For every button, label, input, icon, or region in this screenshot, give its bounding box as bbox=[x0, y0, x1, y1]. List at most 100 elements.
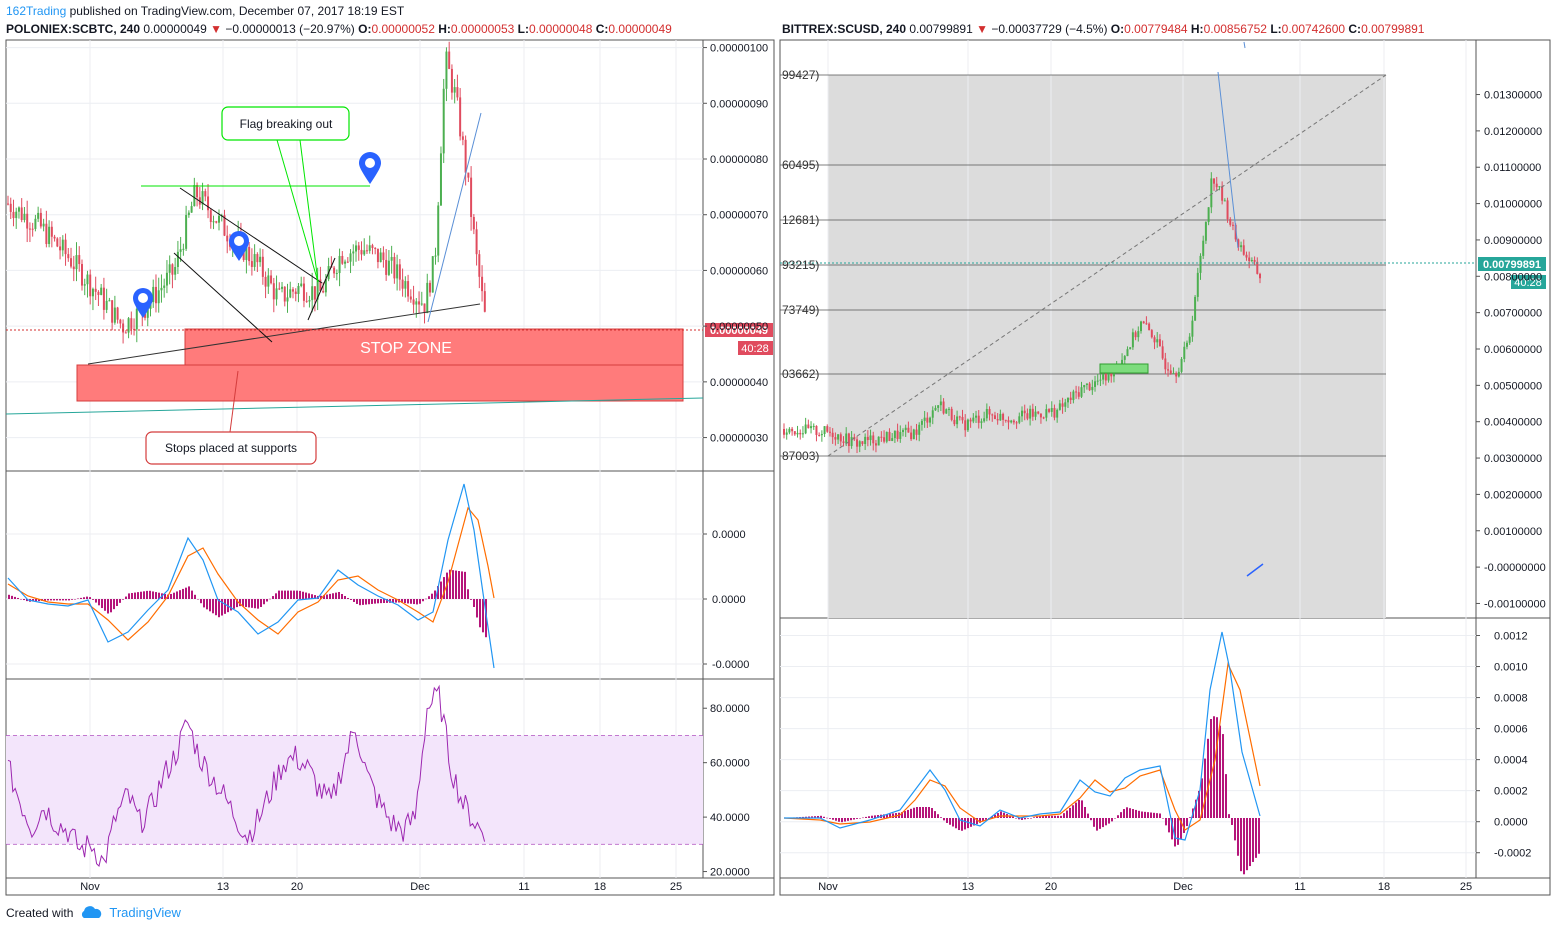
macd-histogram-bar bbox=[1090, 818, 1092, 821]
macd-histogram-bar bbox=[1132, 809, 1134, 818]
flag-callout-text: Flag breaking out bbox=[240, 117, 333, 131]
support-trendline[interactable] bbox=[87, 303, 481, 365]
candle bbox=[1015, 422, 1018, 424]
macd-histogram-bar bbox=[1012, 816, 1014, 818]
candle bbox=[1259, 273, 1261, 279]
long-trendline[interactable] bbox=[5, 397, 704, 415]
macd-histogram-bar bbox=[1087, 813, 1089, 818]
candle bbox=[456, 87, 459, 98]
tradingview-cloud-icon bbox=[82, 905, 102, 918]
left-high: 0.00000053 bbox=[450, 22, 515, 36]
candle bbox=[437, 205, 440, 256]
entry-box[interactable] bbox=[1099, 363, 1149, 374]
macd-histogram-bar bbox=[419, 599, 421, 604]
macd-histogram-bar bbox=[943, 818, 945, 821]
stop-zone-box[interactable] bbox=[184, 328, 684, 368]
candle bbox=[804, 424, 807, 434]
macd-histogram-bar bbox=[254, 599, 256, 609]
macd-histogram-bar bbox=[182, 588, 184, 599]
macd-histogram-bar bbox=[1252, 818, 1254, 862]
candle bbox=[70, 258, 73, 267]
macd-histogram-bar bbox=[1066, 810, 1068, 818]
candle bbox=[15, 211, 18, 219]
macd-histogram-bar bbox=[428, 596, 430, 599]
candle bbox=[171, 264, 174, 275]
stops-callout[interactable] bbox=[145, 431, 317, 465]
price-tick-label: 0.00000100 bbox=[710, 43, 768, 55]
candle bbox=[1104, 372, 1107, 381]
macd-histogram-bar bbox=[92, 599, 94, 600]
flag-upper-line[interactable] bbox=[179, 187, 323, 284]
flag-lower-line[interactable] bbox=[173, 252, 273, 343]
price-tick-label: 0.00100000 bbox=[1484, 526, 1542, 538]
candle bbox=[439, 153, 442, 206]
macd-histogram-bar bbox=[904, 811, 906, 818]
stop-support-box[interactable] bbox=[76, 364, 684, 402]
drawing-line[interactable] bbox=[1243, 41, 1246, 49]
macd-histogram-bar bbox=[341, 593, 343, 599]
candle bbox=[204, 191, 207, 197]
flag-breakout-line[interactable] bbox=[307, 257, 336, 321]
candle bbox=[1194, 296, 1197, 321]
candle bbox=[39, 212, 42, 227]
macd-histogram-bar bbox=[278, 590, 280, 599]
spike-trendline[interactable] bbox=[1217, 71, 1239, 249]
candle bbox=[445, 51, 448, 89]
candle bbox=[1188, 336, 1191, 343]
fib-retracement-area[interactable] bbox=[828, 75, 1386, 618]
candle bbox=[1034, 411, 1037, 417]
macd-histogram-bar bbox=[410, 599, 412, 604]
macd-histogram-bar bbox=[1057, 815, 1059, 818]
rsi-band bbox=[6, 735, 703, 845]
location-pin-icon[interactable] bbox=[133, 288, 153, 318]
candle bbox=[316, 279, 319, 300]
spike-trendline[interactable] bbox=[427, 112, 482, 323]
macd-histogram-bar bbox=[89, 597, 91, 599]
macd-histogram-bar bbox=[865, 816, 867, 818]
macd-histogram-bar bbox=[104, 599, 106, 611]
rsi-tick-label: 20.0000 bbox=[710, 867, 750, 879]
rsi-tick-label: 80.0000 bbox=[710, 703, 750, 715]
price-tick-label: 0.00000030 bbox=[710, 433, 768, 445]
flag-callout[interactable] bbox=[221, 106, 350, 141]
candle bbox=[423, 303, 426, 314]
macd-histogram-bar bbox=[1042, 815, 1044, 818]
macd-histogram-bar bbox=[392, 599, 394, 603]
macd-histogram-bar bbox=[1015, 818, 1017, 819]
macd-histogram-bar bbox=[86, 596, 88, 599]
candle bbox=[26, 213, 29, 229]
macd-histogram-bar bbox=[311, 594, 313, 599]
time-tick-label: 20 bbox=[291, 881, 303, 893]
left-symbol-name[interactable]: POLONIEX:SCBTC, 240 bbox=[6, 22, 141, 36]
fib-diagonal[interactable] bbox=[827, 74, 1387, 457]
candle bbox=[193, 185, 196, 207]
macd-histogram-bar bbox=[368, 599, 370, 605]
drawing-line[interactable] bbox=[1246, 563, 1264, 577]
location-pin-icon[interactable] bbox=[229, 231, 249, 261]
macd-histogram-bar bbox=[113, 599, 115, 610]
candle bbox=[409, 296, 412, 300]
candle bbox=[1172, 373, 1175, 375]
location-pin-icon[interactable] bbox=[359, 152, 381, 184]
publisher-link[interactable]: 162Trading bbox=[6, 4, 67, 18]
macd-histogram-bar bbox=[320, 595, 322, 599]
price-tick-label: 0.00400000 bbox=[1484, 417, 1542, 429]
candle bbox=[360, 249, 363, 255]
candle bbox=[818, 434, 821, 436]
candle bbox=[929, 417, 932, 423]
tradingview-link[interactable]: TradingView bbox=[109, 905, 181, 920]
candle bbox=[1250, 260, 1253, 262]
macd-histogram-bar bbox=[188, 586, 190, 599]
candle bbox=[1256, 261, 1259, 274]
macd-histogram-bar bbox=[323, 595, 325, 599]
candle bbox=[56, 238, 59, 247]
price-tick-label: 0.00600000 bbox=[1484, 344, 1542, 356]
candle bbox=[86, 274, 89, 285]
macd-histogram-bar bbox=[422, 599, 424, 602]
right-symbol-name[interactable]: BITTREX:SCUSD, 240 bbox=[782, 22, 907, 36]
candle bbox=[133, 328, 136, 330]
candle bbox=[300, 283, 303, 286]
macd-histogram-bar bbox=[886, 814, 888, 818]
macd-histogram-bar bbox=[353, 599, 355, 602]
